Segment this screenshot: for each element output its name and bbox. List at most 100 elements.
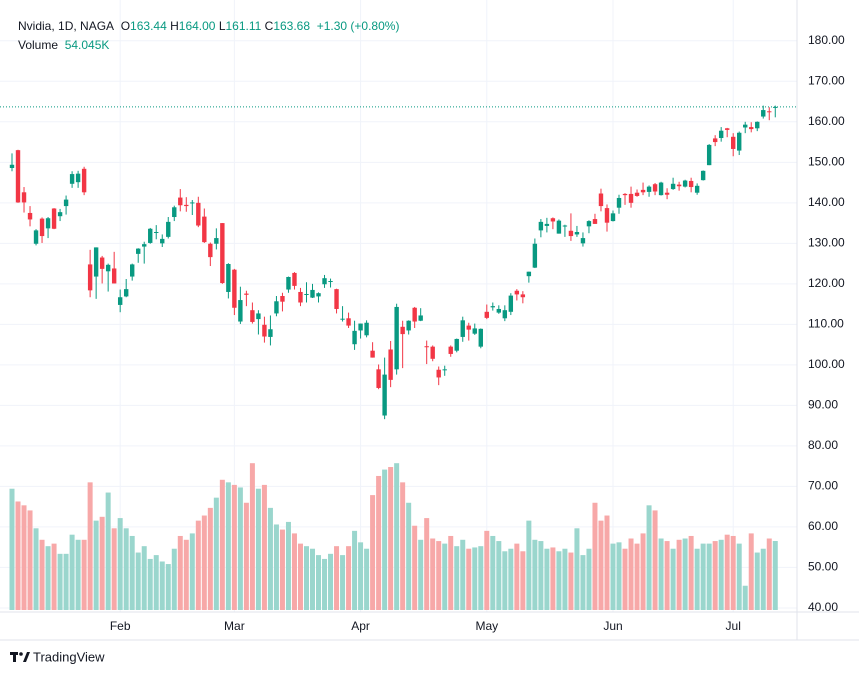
- volume-bar: [87, 482, 93, 610]
- candle-body: [538, 221, 544, 231]
- y-tick-label: 170.00: [808, 73, 845, 87]
- volume-bar: [135, 552, 141, 610]
- candle-body: [604, 208, 610, 223]
- volume-bar: [99, 516, 105, 610]
- candle-body: [520, 294, 526, 298]
- legend-item-label: C: [264, 19, 274, 33]
- volume-bar: [297, 543, 303, 610]
- candle-body: [87, 264, 93, 291]
- volume-bar: [195, 520, 201, 610]
- volume-bar: [183, 539, 189, 610]
- volume-bar: [532, 539, 538, 610]
- volume-bar: [676, 539, 682, 610]
- candle-body: [238, 300, 243, 322]
- volume-bar: [766, 538, 772, 610]
- volume-bar: [682, 538, 688, 610]
- volume-bar: [688, 535, 694, 610]
- candle-body: [460, 320, 465, 337]
- candle-body: [33, 230, 39, 244]
- volume-bar: [207, 507, 213, 610]
- candle-body: [352, 330, 357, 345]
- candle-body: [45, 218, 51, 229]
- volume-bar: [364, 548, 370, 610]
- candle-body: [190, 202, 195, 204]
- candle-body: [262, 324, 267, 337]
- candle-body: [688, 180, 694, 188]
- candle-body: [111, 268, 117, 284]
- volume-bar: [754, 552, 760, 610]
- volume-bar: [370, 495, 376, 610]
- volume-bar: [460, 539, 466, 610]
- candle-body: [430, 346, 435, 359]
- candle-body: [328, 281, 333, 283]
- volume-bar: [418, 539, 424, 610]
- volume-bar: [706, 543, 712, 610]
- candle-body: [610, 213, 616, 222]
- candle-body: [214, 238, 219, 244]
- volume-bar: [694, 548, 700, 610]
- candle-body: [508, 295, 514, 312]
- volume-bar: [159, 561, 165, 610]
- candle-body: [731, 136, 736, 149]
- candle-body: [274, 301, 279, 314]
- candle-body: [761, 110, 766, 117]
- candle-body: [682, 180, 688, 187]
- legend-item-value: 161.11: [225, 19, 262, 33]
- volume-bar: [574, 528, 580, 610]
- candle-body: [21, 192, 27, 203]
- candle-body: [136, 248, 141, 254]
- volume-label: Volume: [18, 38, 59, 52]
- candle-body: [63, 199, 69, 207]
- candle-body: [478, 328, 483, 347]
- volume-bar: [69, 534, 75, 610]
- volume-bar: [658, 538, 664, 610]
- logo-part: [23, 652, 30, 662]
- candle-body: [27, 212, 33, 220]
- candle-body: [268, 329, 273, 337]
- volume-bar: [117, 518, 123, 610]
- volume-bar: [249, 463, 255, 610]
- candle-body: [322, 278, 327, 285]
- volume-bar: [285, 521, 291, 610]
- volume-bar: [273, 524, 279, 610]
- candle-body: [334, 289, 339, 309]
- candle-body: [658, 182, 664, 196]
- y-tick-label: 150.00: [808, 154, 845, 168]
- candle-body: [244, 293, 249, 295]
- y-tick-label: 60.00: [808, 519, 838, 533]
- candle-body: [148, 228, 153, 243]
- candle-body: [755, 121, 760, 129]
- candle-body: [280, 296, 285, 302]
- volume-bar: [105, 492, 111, 610]
- volume-bar: [291, 533, 297, 610]
- candle-body: [250, 310, 255, 322]
- x-tick-label: Jun: [603, 619, 622, 633]
- candle-body: [81, 168, 87, 193]
- candle-body: [39, 218, 45, 237]
- candle-body: [382, 374, 387, 416]
- grid: [0, 0, 797, 612]
- legend: Nvidia, 1D, NAGA O163.44 H164.00 L161.11…: [18, 17, 399, 55]
- volume-bar: [388, 467, 394, 610]
- candle-body: [767, 111, 772, 113]
- axes: 40.00 50.00 60.00 70.00 80.00 90.00 100.00 110.…: [110, 33, 845, 633]
- candle-body: [694, 185, 700, 193]
- candle-body: [724, 128, 730, 130]
- candle-body: [57, 212, 63, 217]
- candle-body: [376, 369, 381, 388]
- volume-bar: [51, 543, 57, 610]
- candle-body: [123, 289, 129, 297]
- candle-body: [634, 192, 640, 196]
- volume-bar: [592, 502, 598, 610]
- candle-body: [364, 322, 369, 336]
- volume-bar: [400, 482, 406, 610]
- volume-bar: [267, 507, 273, 610]
- volume-bar: [165, 564, 171, 610]
- candle-body: [400, 326, 405, 335]
- volume-bar: [261, 484, 267, 610]
- candle-body: [544, 223, 550, 226]
- candle-body: [454, 338, 459, 351]
- volume-bar: [21, 505, 27, 610]
- candle-body: [700, 170, 706, 181]
- candle-body: [496, 308, 502, 313]
